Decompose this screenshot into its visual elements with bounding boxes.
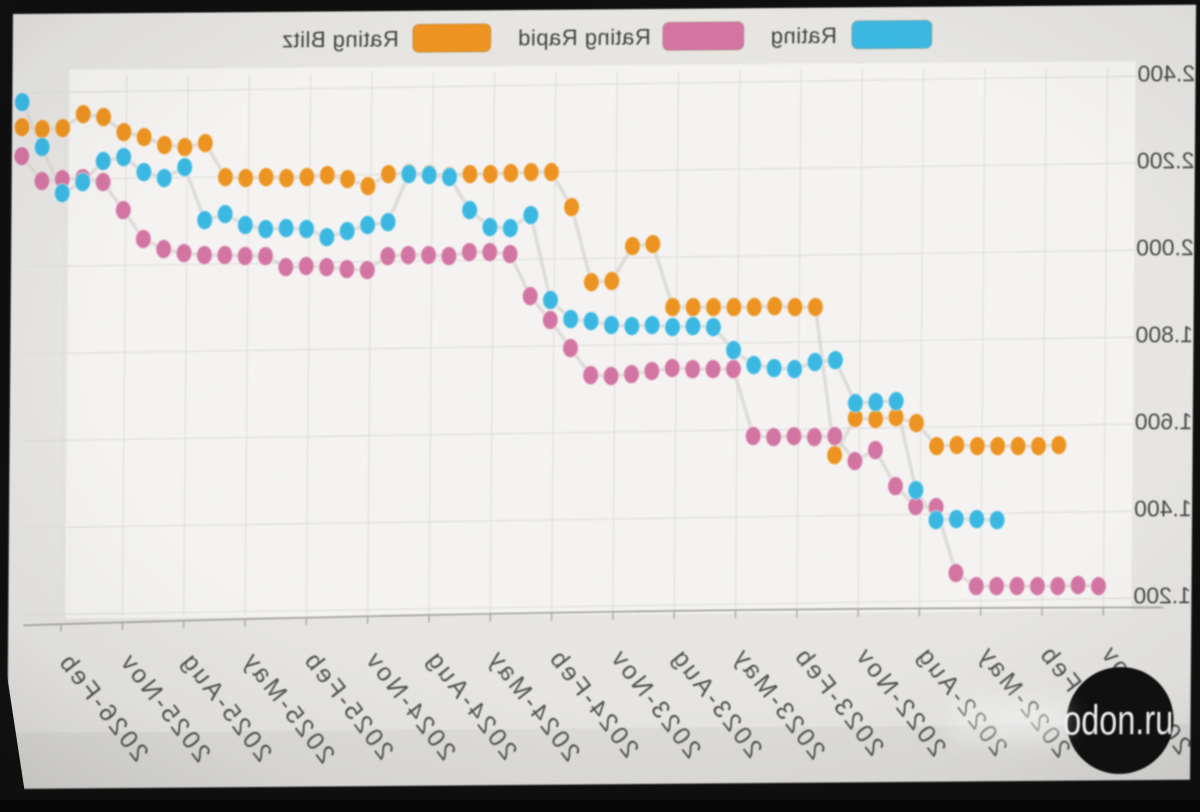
- svg-text:1.200: 1.200: [1133, 582, 1191, 608]
- svg-text:1.800: 1.800: [1135, 321, 1193, 347]
- svg-text:Rating: Rating: [770, 23, 837, 49]
- svg-text:1.400: 1.400: [1134, 495, 1192, 521]
- svg-text:Rating Blitz: Rating Blitz: [281, 26, 398, 52]
- svg-text:2.000: 2.000: [1136, 234, 1194, 260]
- svg-text:1.600: 1.600: [1135, 408, 1193, 434]
- svg-text:2.400: 2.400: [1137, 60, 1195, 86]
- svg-text:Rating Rapid: Rating Rapid: [518, 24, 651, 50]
- svg-text:odon.ru: odon.ru: [1063, 696, 1173, 744]
- svg-text:2.200: 2.200: [1137, 147, 1195, 173]
